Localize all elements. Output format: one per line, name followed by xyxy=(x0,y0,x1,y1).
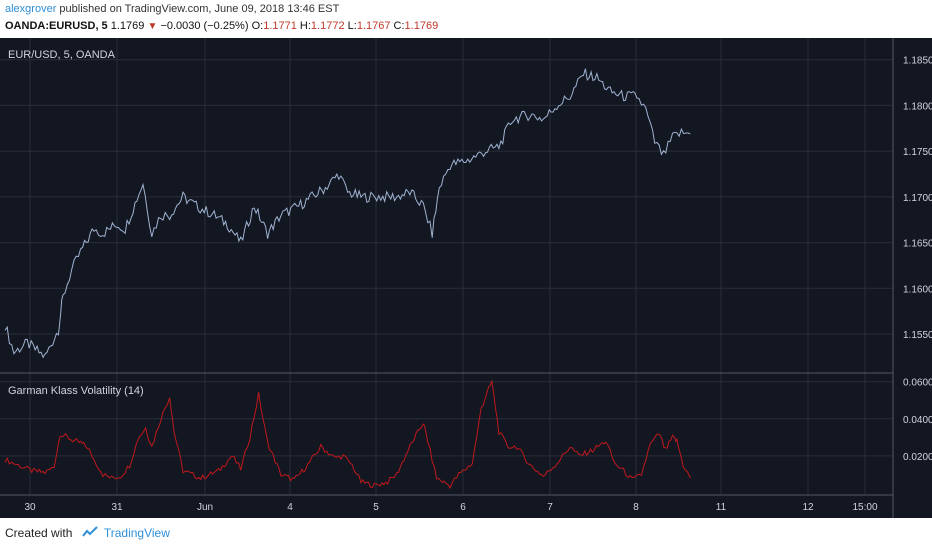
time-tick-label: 12 xyxy=(802,502,814,513)
volatility-line xyxy=(4,379,691,490)
open-value: 1.1771 xyxy=(263,20,297,32)
time-tick-label: 11 xyxy=(716,502,727,513)
high-label: H: xyxy=(299,20,311,32)
chart-background xyxy=(0,38,932,518)
high-value: 1.1772 xyxy=(310,20,345,32)
ohlc-bar: OANDA:EURUSD, 5 1.1769 ▼ −0.0030 (−0.25%… xyxy=(5,20,438,32)
price-tick-label: 1.1550 xyxy=(903,330,932,341)
created-with-text: Created with xyxy=(5,526,73,540)
volatility-tick-label: 0.0400 xyxy=(903,415,932,426)
time-tick-label: 7 xyxy=(547,502,553,513)
price-tick-label: 1.1650 xyxy=(903,239,932,250)
price-series xyxy=(4,68,691,359)
time-tick-label: Jun xyxy=(197,502,213,513)
close-value: 1.1769 xyxy=(404,20,439,32)
tradingview-brand-link[interactable]: TradingView xyxy=(103,526,170,540)
time-tick-label: 8 xyxy=(633,502,639,513)
down-arrow-icon: ▼ xyxy=(147,21,158,32)
time-tick-label: 15:00 xyxy=(852,502,877,513)
footer: Created with TradingView xyxy=(5,526,170,541)
volatility-tick-label: 0.0200 xyxy=(903,452,932,463)
main-pane-title: EUR/USD, 5, OANDA xyxy=(8,49,116,61)
tradingview-logo-icon xyxy=(81,526,98,541)
volatility-tick-label: 0.0600 xyxy=(903,378,932,389)
time-tick-label: 30 xyxy=(24,502,36,513)
price-tick-label: 1.1700 xyxy=(903,193,932,204)
price-tick-label: 1.1600 xyxy=(903,284,932,295)
published-text: published on TradingView.com, June 09, 2… xyxy=(59,3,340,15)
price-line xyxy=(4,68,691,359)
open-label: O: xyxy=(251,20,264,32)
axis-labels: 1.1550 1.1600 1.1650 1.1700 1.1750 1.1800 1.18… xyxy=(24,56,932,513)
price-tick-label: 1.1850 xyxy=(903,56,932,67)
symbol-label: OANDA:EURUSD, 5 xyxy=(5,20,108,32)
low-label: L: xyxy=(347,20,357,32)
time-tick-label: 6 xyxy=(460,502,466,513)
time-tick-label: 5 xyxy=(373,502,379,513)
price-tick-label: 1.1750 xyxy=(903,147,932,158)
time-tick-label: 31 xyxy=(111,502,123,513)
publish-info: alexgrover published on TradingView.com,… xyxy=(5,3,339,15)
grid-lines xyxy=(0,38,893,495)
price-change: −0.0030 (−0.25%) xyxy=(160,20,249,32)
volatility-series xyxy=(4,379,691,490)
indicator-pane-title: Garman Klass Volatility (14) xyxy=(8,385,144,397)
close-label: C: xyxy=(393,20,405,32)
time-tick-label: 4 xyxy=(287,502,293,513)
author-link[interactable]: alexgrover xyxy=(5,3,57,15)
low-value: 1.1767 xyxy=(356,20,391,32)
price-tick-label: 1.1800 xyxy=(903,101,932,112)
chart-canvas[interactable]: 1.1550 1.1600 1.1650 1.1700 1.1750 1.1800 1.18… xyxy=(0,38,932,521)
last-price: 1.1769 xyxy=(110,20,145,32)
